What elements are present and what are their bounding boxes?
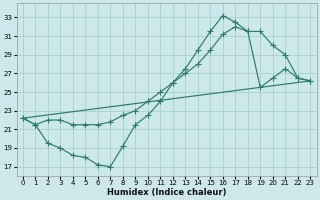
X-axis label: Humidex (Indice chaleur): Humidex (Indice chaleur) bbox=[107, 188, 226, 197]
